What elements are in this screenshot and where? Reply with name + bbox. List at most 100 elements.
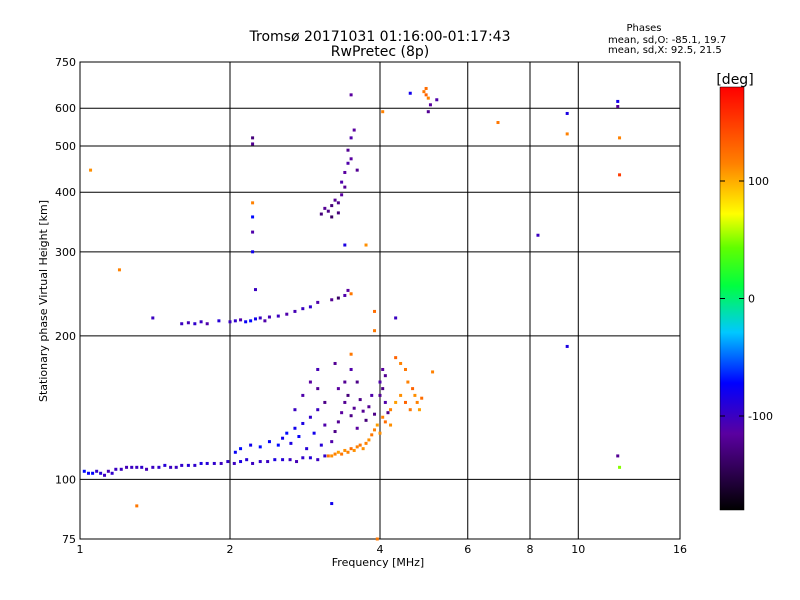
data-point <box>355 380 359 384</box>
data-point <box>295 460 299 464</box>
data-point <box>349 447 353 451</box>
data-point <box>289 441 293 445</box>
data-point <box>308 456 312 460</box>
data-point <box>496 121 500 125</box>
data-point <box>293 426 297 430</box>
data-point <box>408 408 412 412</box>
data-point <box>226 460 230 464</box>
data-point <box>386 411 390 415</box>
data-point <box>305 447 309 451</box>
data-point <box>373 329 377 333</box>
data-point <box>251 250 255 254</box>
data-point <box>316 387 320 391</box>
data-point <box>301 307 305 311</box>
data-point <box>239 460 243 464</box>
x-tick-label: 16 <box>673 543 687 556</box>
data-point <box>399 393 403 397</box>
data-point <box>378 380 382 384</box>
data-point <box>312 431 316 435</box>
colorbar-ticks: 100 0 -100 <box>720 175 773 423</box>
data-point <box>233 450 237 454</box>
data-point <box>349 352 353 356</box>
data-point <box>151 316 155 320</box>
data-point <box>349 367 353 371</box>
x-tick-label: 8 <box>527 543 534 556</box>
data-point <box>378 431 382 435</box>
data-point <box>616 105 620 109</box>
data-point <box>199 320 203 324</box>
y-axis-ticks: 75 100 200 300 400 500 600 750 <box>55 56 76 546</box>
data-point <box>308 415 312 419</box>
data-point <box>420 396 424 400</box>
data-point <box>346 393 350 397</box>
data-point <box>326 209 330 213</box>
data-point <box>343 400 347 404</box>
data-point <box>151 465 155 469</box>
data-point <box>258 460 262 464</box>
data-point <box>406 380 410 384</box>
data-point <box>266 460 270 464</box>
data-point <box>316 367 320 371</box>
data-point <box>130 465 134 469</box>
data-point <box>333 452 337 456</box>
data-point <box>245 458 249 462</box>
data-point <box>285 312 289 316</box>
data-point <box>364 418 368 422</box>
data-point <box>394 400 398 404</box>
data-point <box>373 412 377 416</box>
data-point <box>323 423 327 427</box>
data-point <box>232 461 236 465</box>
x-axis-ticks: 1 2 4 6 8 10 16 <box>77 543 688 556</box>
data-point <box>239 318 243 322</box>
data-point <box>258 445 262 449</box>
data-point <box>239 447 243 451</box>
y-tick-label: 200 <box>55 330 76 343</box>
data-point <box>381 367 385 371</box>
data-point <box>86 471 90 475</box>
data-point <box>217 319 221 323</box>
data-point <box>336 387 340 391</box>
data-point <box>343 185 347 189</box>
data-point <box>249 319 253 323</box>
data-point <box>364 243 368 247</box>
data-point <box>193 322 197 326</box>
chart-subtitle: RwPretec (8p) <box>331 44 429 60</box>
data-point <box>193 463 197 467</box>
data-point <box>358 398 362 402</box>
y-axis-label: Stationary phase Virtual Height [km] <box>37 200 50 402</box>
data-point <box>253 317 257 321</box>
data-point <box>565 132 569 136</box>
data-point <box>244 320 248 324</box>
data-point <box>180 463 184 467</box>
data-point <box>349 414 353 418</box>
x-tick-label: 1 <box>77 543 84 556</box>
data-point <box>293 408 297 412</box>
stats-heading: Phases <box>626 23 661 34</box>
data-point <box>273 458 277 462</box>
data-point <box>330 204 334 208</box>
data-point <box>618 173 622 177</box>
data-point <box>316 458 320 462</box>
data-point <box>323 400 327 404</box>
stats-line-x: mean, sd,X: 92.5, 21.5 <box>608 45 722 56</box>
data-point <box>361 447 365 451</box>
data-point <box>381 387 385 391</box>
data-point <box>367 438 371 442</box>
data-point <box>424 93 428 97</box>
data-point <box>536 233 540 237</box>
data-point <box>415 400 419 404</box>
data-point <box>106 469 110 473</box>
data-point <box>375 537 379 541</box>
data-point <box>276 443 280 447</box>
data-point <box>364 441 368 445</box>
data-point <box>110 471 114 475</box>
x-tick-label: 2 <box>227 543 234 556</box>
data-point <box>263 319 267 323</box>
x-tick-label: 6 <box>464 543 471 556</box>
data-point <box>383 400 387 404</box>
data-point <box>103 473 107 477</box>
data-point <box>352 128 356 132</box>
data-point <box>119 467 123 471</box>
data-point <box>186 463 190 467</box>
data-point <box>251 230 255 234</box>
